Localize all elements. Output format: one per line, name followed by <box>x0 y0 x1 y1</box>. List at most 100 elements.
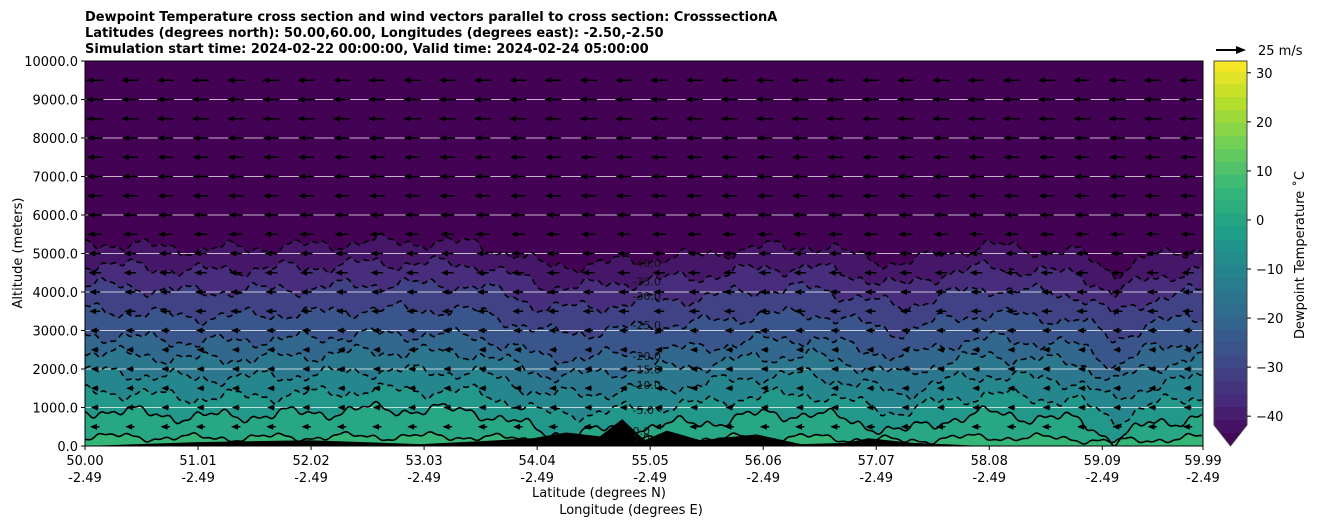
wind-arrow <box>368 192 385 199</box>
wind-arrow-head <box>335 250 343 257</box>
wind-arrow-head <box>297 115 305 122</box>
wind-arrow-head <box>89 308 97 315</box>
wind-arrow <box>474 192 491 199</box>
wind-arrow <box>791 96 809 103</box>
wind-arrow-head <box>793 250 801 257</box>
wind-arrow <box>474 154 491 161</box>
wind-arrow <box>335 269 348 276</box>
wind-arrow-head <box>262 96 270 103</box>
wind-arrow <box>545 135 561 141</box>
wind-arrow-head <box>615 173 623 180</box>
wind-arrow <box>122 192 138 199</box>
wind-arrow <box>192 154 209 161</box>
wind-arrow <box>690 404 698 411</box>
wind-arrow-head <box>156 77 164 84</box>
wind-arrow-head <box>1144 135 1152 141</box>
wind-arrow <box>262 77 280 84</box>
wind-arrow-head <box>86 192 94 199</box>
wind-arrow <box>795 327 805 334</box>
wind-arrow <box>1003 192 1020 199</box>
wind-arrow-head <box>755 115 763 122</box>
wind-arrow <box>725 346 734 353</box>
wind-arrow-head <box>1113 385 1121 392</box>
wind-arrow-head <box>441 289 449 295</box>
wind-arrow-head <box>936 423 944 430</box>
wind-arrow-head <box>690 346 698 353</box>
wind-arrow <box>334 212 349 218</box>
wind-arrow <box>477 423 488 430</box>
wind-arrow <box>722 250 736 257</box>
wind-arrow-head <box>1109 154 1117 161</box>
wind-arrow-head <box>1042 366 1050 372</box>
wind-arrow-head <box>795 404 803 411</box>
wind-arrow <box>1003 135 1020 141</box>
wind-arrow <box>866 385 875 392</box>
wind-arrow-head <box>932 173 940 180</box>
wind-arrow <box>1007 346 1016 353</box>
wind-arrow-head <box>478 346 486 353</box>
wind-arrow <box>650 192 667 199</box>
wind-arrow <box>721 192 738 199</box>
wind-arrow-head <box>441 308 449 315</box>
wind-arrow <box>440 250 454 257</box>
wind-arrow-head <box>795 327 803 334</box>
wind-arrow-head <box>1041 289 1049 295</box>
wind-arrow <box>687 269 701 276</box>
wind-arrow-head <box>934 250 942 257</box>
wind-arrow <box>862 135 879 141</box>
wind-arrow <box>1073 192 1090 199</box>
wind-arrow-head <box>90 346 98 353</box>
wind-arrow-head <box>263 173 271 180</box>
wind-arrow <box>1037 77 1056 84</box>
wind-arrow-head <box>1110 269 1118 276</box>
wind-arrow <box>864 289 876 295</box>
wind-arrow <box>688 289 700 295</box>
wind-arrow <box>548 327 558 334</box>
wind-arrow-head <box>1143 115 1151 122</box>
wind-arrow <box>1111 289 1123 295</box>
wind-arrow-head <box>267 366 275 372</box>
wind-arrow-head <box>1109 212 1117 218</box>
wind-arrow-head <box>580 173 588 180</box>
wind-arrow <box>1042 385 1051 392</box>
wind-arrow-head <box>654 385 662 392</box>
wind-arrow-head <box>1073 192 1081 199</box>
wind-arrow-head <box>581 250 589 257</box>
contour-line <box>85 325 1203 371</box>
colorbar-tick-label: 10 <box>1256 165 1273 180</box>
wind-arrow-head <box>756 154 764 161</box>
wind-arrow <box>156 115 174 122</box>
wind-arrow <box>1038 173 1055 180</box>
wind-arrow-head <box>791 135 799 141</box>
wind-arrow-head <box>831 346 839 353</box>
wind-arrow <box>861 96 879 103</box>
wind-arrow <box>161 346 170 353</box>
wind-arrow-head <box>231 423 239 430</box>
wind-arrow-head <box>1108 115 1116 122</box>
wind-arrow <box>1042 346 1051 353</box>
wind-arrow <box>405 250 419 257</box>
wind-arrow <box>654 404 663 411</box>
wind-arrow <box>1110 269 1124 276</box>
wind-arrow <box>1074 231 1089 238</box>
wind-arrow-head <box>826 115 834 122</box>
wind-arrow <box>932 115 950 122</box>
wind-arrow-head <box>85 77 93 84</box>
wind-arrow-head <box>654 327 662 334</box>
x-tick-label-lon: -2.49 <box>633 471 667 486</box>
wind-arrow <box>231 423 241 430</box>
wind-arrow-head <box>582 308 590 315</box>
contour-label: -10.0 <box>633 379 661 392</box>
wind-arrow-head <box>687 250 695 257</box>
wind-arrow-head <box>1073 96 1081 103</box>
wind-arrow-head <box>227 154 235 161</box>
wind-arrow <box>403 77 421 84</box>
wind-arrow <box>831 346 839 353</box>
wind-arrow-head <box>861 115 869 122</box>
wind-arrow-head <box>721 135 729 141</box>
wind-arrow <box>968 135 984 141</box>
wind-arrow-head <box>511 269 519 276</box>
wind-arrow <box>583 423 593 430</box>
wind-arrow <box>196 346 205 353</box>
contour-line <box>85 363 1203 401</box>
